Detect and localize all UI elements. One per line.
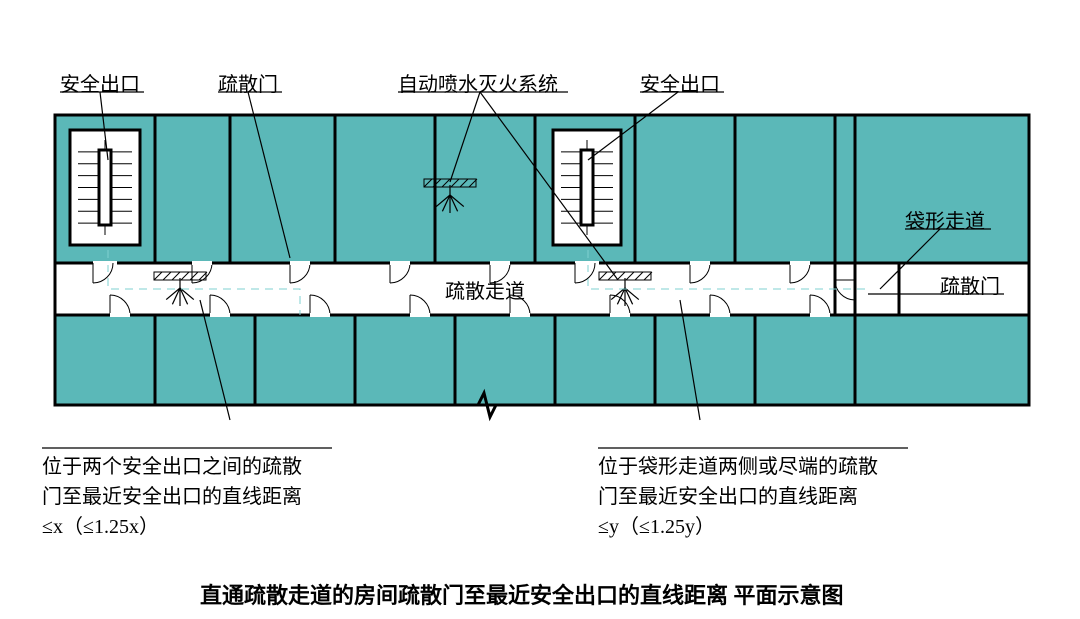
label-evac-door-right: 疏散门 xyxy=(940,270,1000,299)
svg-text:疏散走道: 疏散走道 xyxy=(445,280,525,303)
note-between-exits: 位于两个安全出口之间的疏散门至最近安全出口的直线距离≤x（≤1.25x） xyxy=(42,452,302,542)
label-exit-left: 安全出口 xyxy=(60,68,140,97)
label-exit-right: 安全出口 xyxy=(640,68,720,97)
label-pocket-corridor: 袋形走道 xyxy=(905,205,985,234)
note-pocket-corridor: 位于袋形走道两侧或尽端的疏散门至最近安全出口的直线距离≤y（≤1.25y） xyxy=(598,452,878,542)
diagram-canvas: 疏散走道 安全出口 疏散门 自动喷水灭火系统 安全出口 袋形走道 疏散门 位于两… xyxy=(0,0,1080,619)
label-sprinkler: 自动喷水灭火系统 xyxy=(398,68,558,97)
diagram-title: 直通疏散走道的房间疏散门至最近安全出口的直线距离 平面示意图 xyxy=(200,578,844,610)
label-evac-door: 疏散门 xyxy=(218,68,278,97)
